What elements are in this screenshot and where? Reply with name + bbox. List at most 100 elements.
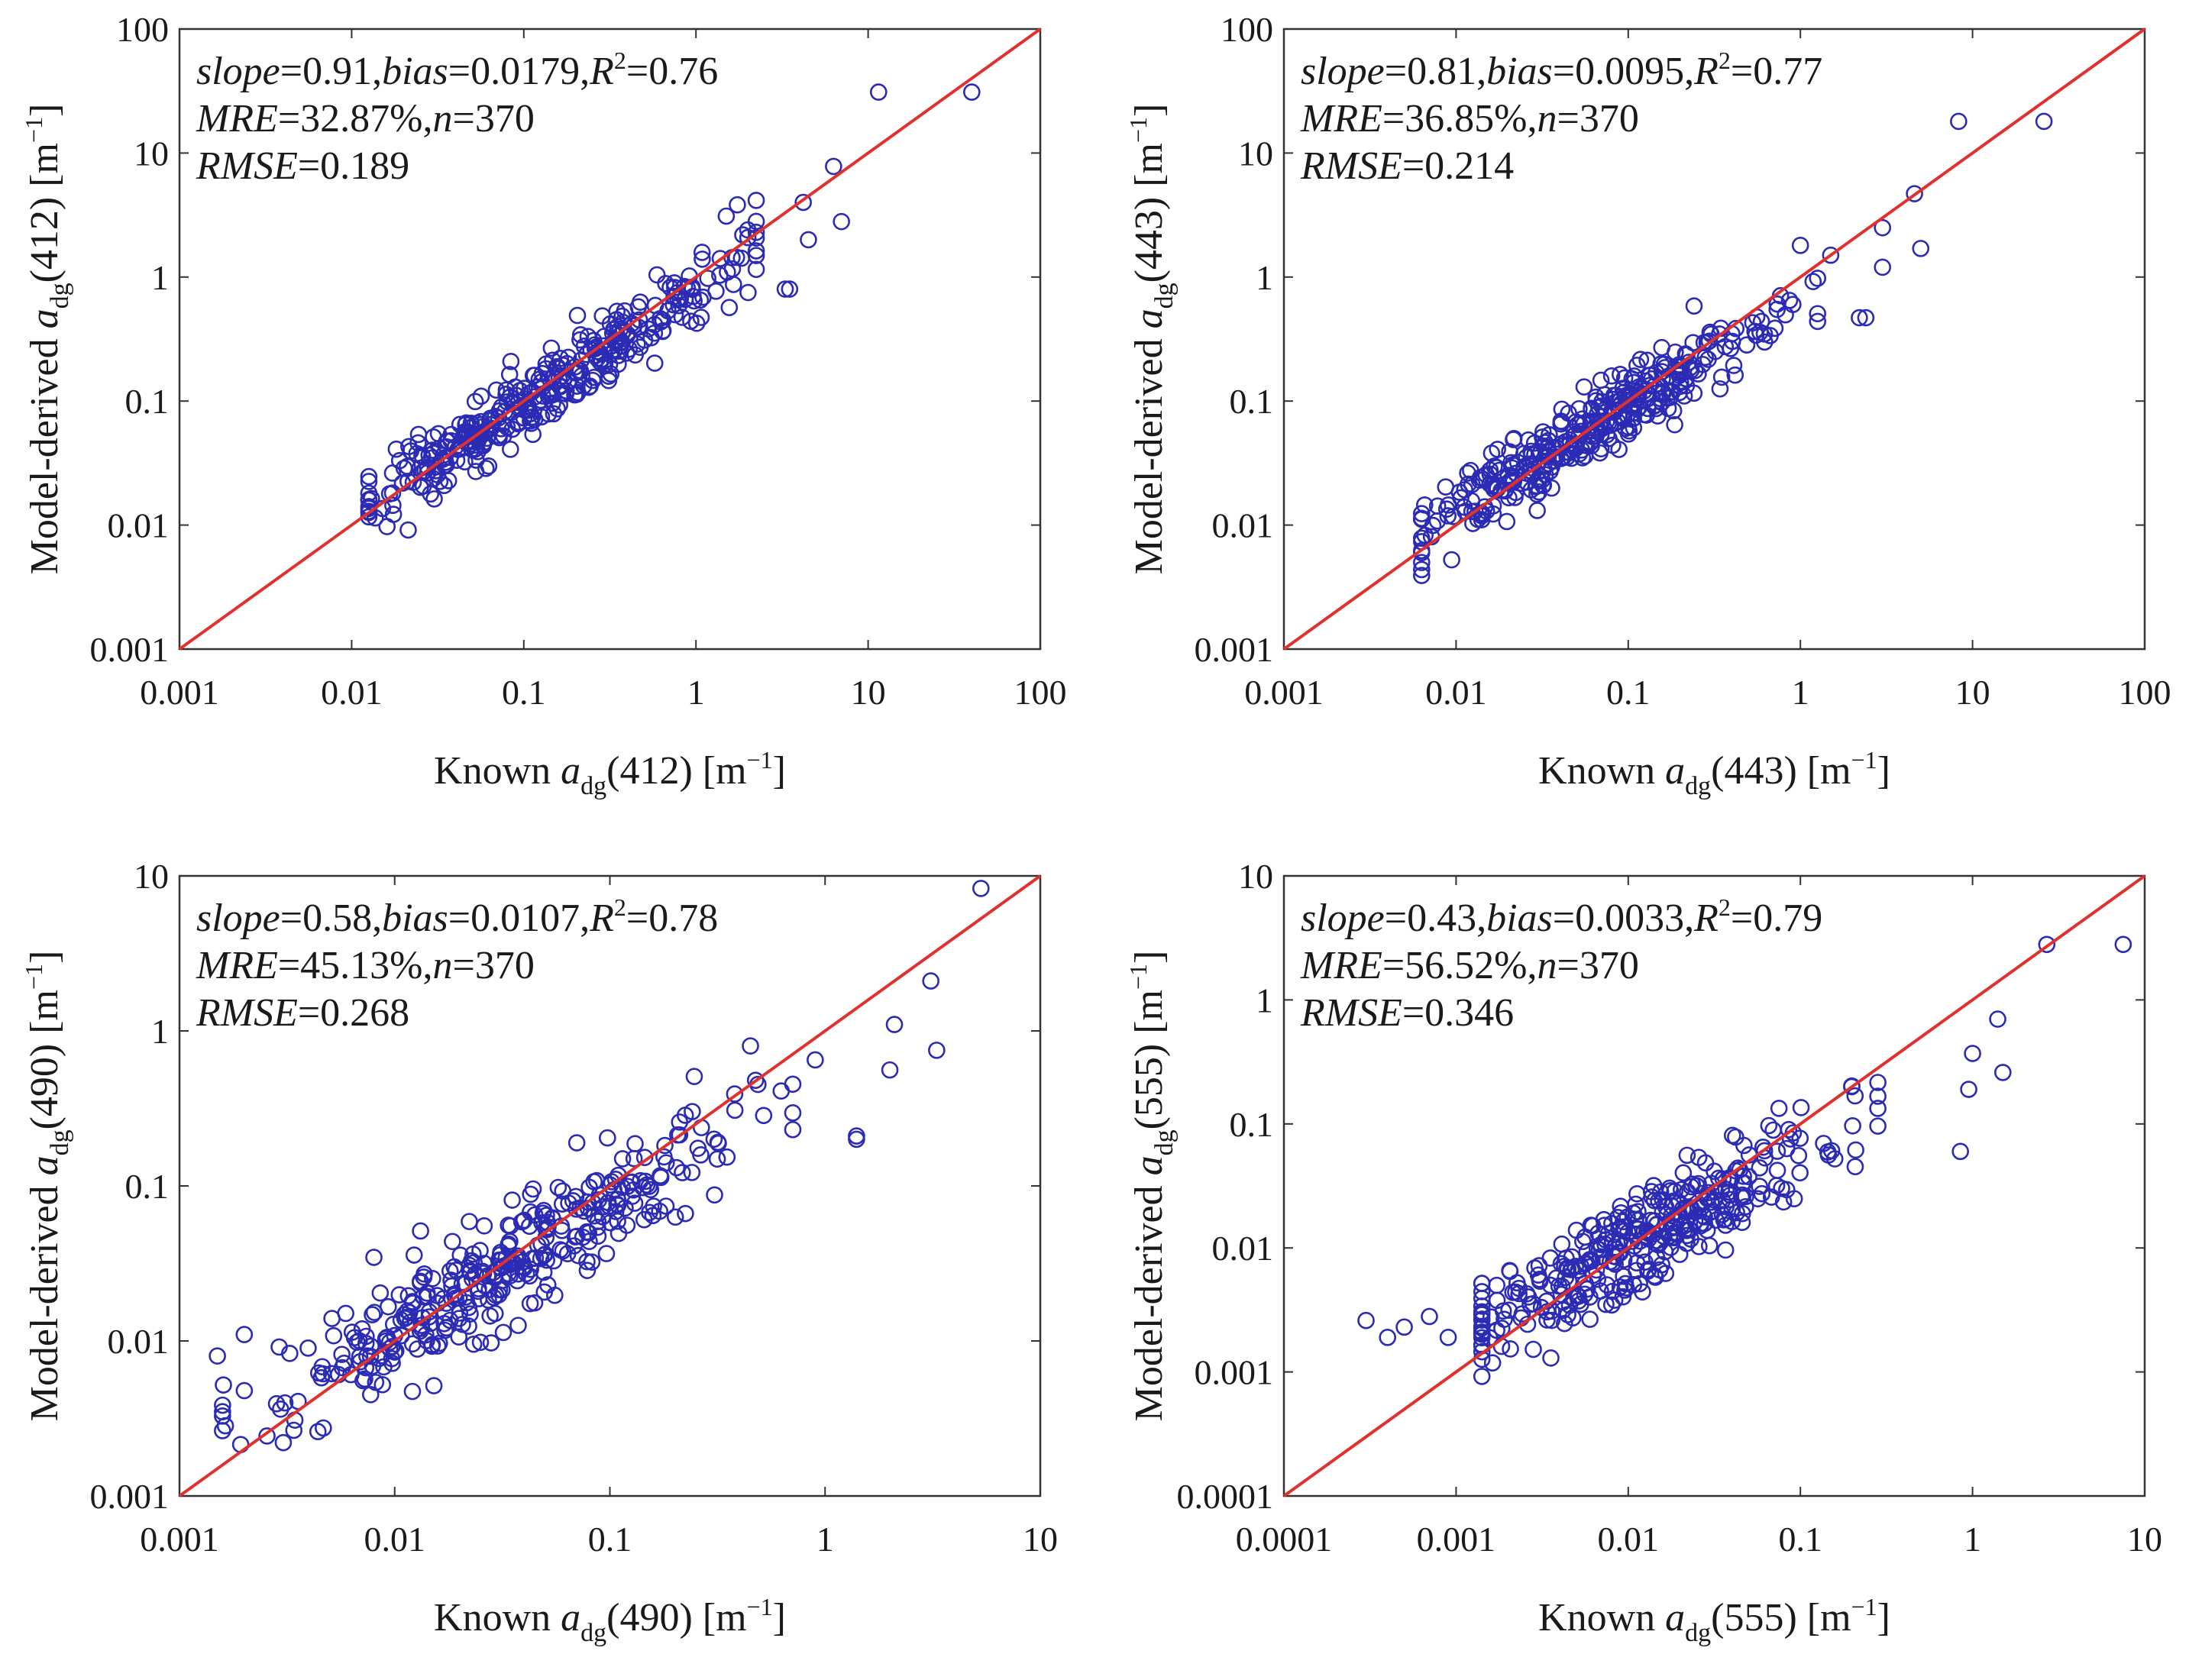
y-tick-label: 100: [116, 10, 169, 49]
data-point: [568, 1227, 586, 1245]
data-point: [463, 1252, 480, 1270]
data-point: [491, 1246, 509, 1264]
data-point: [1737, 1197, 1754, 1216]
data-point: [1634, 1283, 1651, 1301]
data-point: [670, 296, 688, 315]
data-point: [1602, 367, 1621, 385]
data-point: [1751, 1178, 1768, 1195]
data-point: [1989, 1010, 2006, 1028]
y-tick-label: 10: [134, 134, 169, 173]
data-point: [567, 1134, 586, 1152]
y-tick-label: 0.0001: [1177, 1477, 1274, 1516]
x-tick-label: 0.1: [502, 673, 546, 712]
data-point: [1701, 323, 1719, 341]
data-point: [1473, 1297, 1491, 1315]
data-point: [400, 1304, 419, 1322]
data-point: [641, 1203, 658, 1222]
data-point: [645, 354, 664, 372]
data-point: [642, 1181, 660, 1199]
stats-line-2: MRE=32.87%,n=370: [196, 97, 535, 141]
data-point: [1456, 481, 1474, 499]
y-tick-label: 0.01: [1212, 506, 1274, 545]
data-point: [1762, 1188, 1780, 1206]
data-point: [299, 1339, 317, 1357]
data-point: [583, 1253, 601, 1271]
data-point: [800, 231, 817, 249]
y-axis-label: Model-derived adg(490) [m−1]: [20, 951, 74, 1422]
data-point: [509, 1265, 528, 1283]
data-point: [412, 1222, 429, 1240]
data-point: [1496, 482, 1514, 500]
data-point: [1547, 1269, 1566, 1287]
data-point: [1906, 185, 1923, 202]
data-point: [626, 1135, 644, 1153]
x-tick-label: 0.01: [364, 1520, 426, 1559]
data-point: [1764, 1121, 1783, 1139]
data-point: [525, 1206, 544, 1224]
data-point: [1964, 1045, 1981, 1062]
y-tick-label: 0.001: [90, 1477, 170, 1516]
data-point: [274, 1433, 293, 1452]
data-point: [1589, 1224, 1607, 1242]
data-point: [784, 1075, 802, 1094]
data-point: [1651, 1183, 1670, 1201]
data-point: [360, 467, 378, 486]
data-point: [772, 1082, 791, 1100]
x-axis-label: Known adg(412) [m−1]: [434, 746, 786, 800]
data-point: [1558, 1259, 1576, 1278]
data-point: [216, 1417, 234, 1435]
data-point: [383, 464, 402, 482]
x-tick-label: 0.1: [1606, 673, 1651, 712]
data-point: [553, 367, 571, 385]
data-point: [365, 1304, 383, 1321]
data-point: [1413, 505, 1431, 522]
data-point: [601, 1213, 619, 1232]
data-point: [1869, 1117, 1887, 1135]
data-point: [613, 307, 631, 325]
data-point: [1639, 1262, 1657, 1280]
data-point: [1641, 1211, 1660, 1229]
data-point: [1780, 292, 1799, 309]
data-point: [1664, 402, 1683, 420]
data-point: [360, 491, 378, 509]
data-point: [609, 1212, 626, 1230]
data-point: [215, 1376, 232, 1394]
data-point: [1528, 502, 1546, 519]
data-point: [464, 1335, 483, 1353]
data-point: [1685, 297, 1703, 315]
data-point: [1473, 1319, 1491, 1337]
stats-line-2: MRE=56.52%,n=370: [1300, 944, 1639, 987]
x-tick-label: 0.001: [140, 673, 219, 712]
data-point: [1421, 1307, 1438, 1326]
data-point: [1653, 338, 1671, 357]
data-point: [1696, 1154, 1715, 1172]
data-point: [384, 496, 402, 515]
data-point: [1628, 357, 1646, 374]
x-tick-label: 0.0001: [1236, 1520, 1333, 1559]
data-point: [458, 423, 477, 441]
data-point: [522, 1185, 540, 1203]
data-point: [1711, 325, 1728, 343]
data-point: [1686, 361, 1704, 380]
data-point: [693, 244, 711, 261]
data-point: [490, 1281, 509, 1299]
data-point: [711, 250, 729, 267]
data-point: [656, 1136, 674, 1155]
data-point: [450, 1328, 468, 1346]
data-point: [522, 1203, 539, 1221]
data-point: [747, 260, 765, 279]
data-point: [666, 305, 684, 324]
data-point: [1791, 1164, 1809, 1182]
data-point: [635, 1149, 654, 1167]
data-point: [267, 1394, 286, 1413]
chart-panel-4: 0.0001 0.001 0.01 0.1 1 10 0.0001 0.001 0.01 0.1 1…: [1124, 857, 2162, 1647]
data-point: [1570, 399, 1588, 418]
data-point: [1553, 1235, 1571, 1253]
data-point: [655, 1148, 673, 1166]
data-point: [543, 1209, 561, 1227]
data-point: [631, 338, 649, 356]
data-point: [707, 283, 725, 300]
data-point: [726, 1085, 744, 1103]
data-point: [1640, 1225, 1658, 1242]
